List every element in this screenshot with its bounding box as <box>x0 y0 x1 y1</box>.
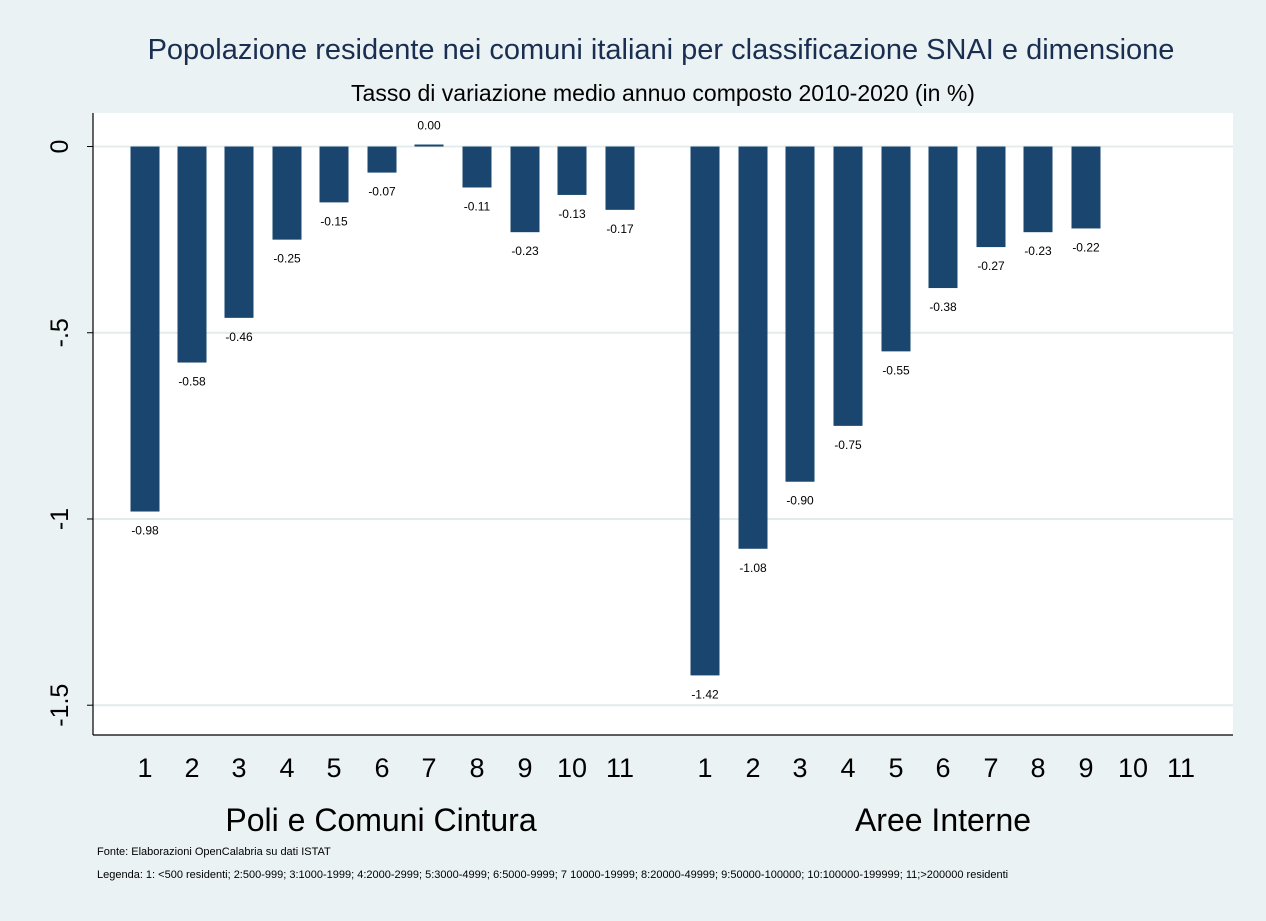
data-label: -0.15 <box>320 214 348 228</box>
bar <box>319 146 349 203</box>
group-label: Aree Interne <box>855 802 1031 838</box>
bar <box>557 146 587 195</box>
data-label: -0.55 <box>882 363 910 377</box>
data-label: -0.23 <box>1024 244 1052 258</box>
data-label: -0.17 <box>606 222 634 236</box>
data-label: -0.07 <box>368 185 396 199</box>
x-tick-label: 6 <box>374 753 389 783</box>
bar <box>414 144 444 147</box>
data-label: -0.25 <box>273 252 301 266</box>
x-tick-label: 9 <box>517 753 532 783</box>
data-label: -0.38 <box>929 300 957 314</box>
bar <box>462 146 492 188</box>
x-tick-label: 2 <box>184 753 199 783</box>
bar <box>833 146 863 426</box>
data-label: -0.27 <box>977 259 1005 273</box>
x-tick-label: 4 <box>279 753 294 783</box>
x-tick-label: 3 <box>792 753 807 783</box>
x-tick-label: 11 <box>1167 753 1195 783</box>
y-tick-label: 0 <box>46 140 74 154</box>
data-label: -0.22 <box>1072 240 1100 254</box>
x-tick-label: 7 <box>983 753 998 783</box>
x-tick-label: 11 <box>606 753 634 783</box>
data-label: -0.75 <box>834 438 862 452</box>
x-tick-label: 6 <box>935 753 950 783</box>
bar <box>367 146 397 173</box>
x-tick-label: 1 <box>137 753 152 783</box>
y-tick-label: -.5 <box>46 318 74 347</box>
data-label: -0.23 <box>511 244 539 258</box>
data-label: -1.08 <box>739 561 767 575</box>
plot-area <box>93 113 1233 735</box>
x-tick-label: 10 <box>557 753 587 783</box>
bar <box>177 146 207 363</box>
data-label: 0.00 <box>417 119 441 133</box>
x-tick-label: 9 <box>1078 753 1093 783</box>
x-tick-label: 1 <box>697 753 712 783</box>
bar <box>272 146 302 240</box>
source-note: Fonte: Elaborazioni OpenCalabria su dati… <box>97 846 331 858</box>
bar <box>224 146 254 318</box>
x-tick-label: 7 <box>421 753 436 783</box>
bar <box>738 146 768 549</box>
bar <box>605 146 635 210</box>
x-tick-label: 5 <box>326 753 341 783</box>
x-tick-label: 5 <box>888 753 903 783</box>
data-label: -0.13 <box>558 207 586 221</box>
x-tick-label: 10 <box>1118 753 1148 783</box>
x-tick-label: 3 <box>231 753 246 783</box>
chart-subtitle: Tasso di variazione medio annuo composto… <box>351 80 975 106</box>
data-label: -0.98 <box>131 524 159 538</box>
bar <box>785 146 815 482</box>
bar <box>1071 146 1101 229</box>
data-label: -0.90 <box>786 494 814 508</box>
bar <box>928 146 958 289</box>
y-tick-label: -1.5 <box>46 684 74 727</box>
bar <box>130 146 160 512</box>
bar <box>976 146 1006 248</box>
x-tick-label: 8 <box>1030 753 1045 783</box>
data-label: -0.11 <box>464 199 491 213</box>
group-label: Poli e Comuni Cintura <box>225 802 536 838</box>
x-tick-label: 4 <box>840 753 855 783</box>
data-label: -0.58 <box>178 375 206 389</box>
bar <box>510 146 540 233</box>
y-tick-label: -1 <box>46 508 74 530</box>
data-label: -0.46 <box>225 330 253 344</box>
bar <box>881 146 911 352</box>
x-tick-label: 2 <box>745 753 760 783</box>
data-label: -1.42 <box>691 687 719 701</box>
bar <box>690 146 720 676</box>
legend-note: Legenda: 1: <500 residenti; 2:500-999; 3… <box>97 869 1009 881</box>
bar <box>1023 146 1053 233</box>
x-tick-label: 8 <box>469 753 484 783</box>
chart-title: Popolazione residente nei comuni italian… <box>147 34 1175 66</box>
